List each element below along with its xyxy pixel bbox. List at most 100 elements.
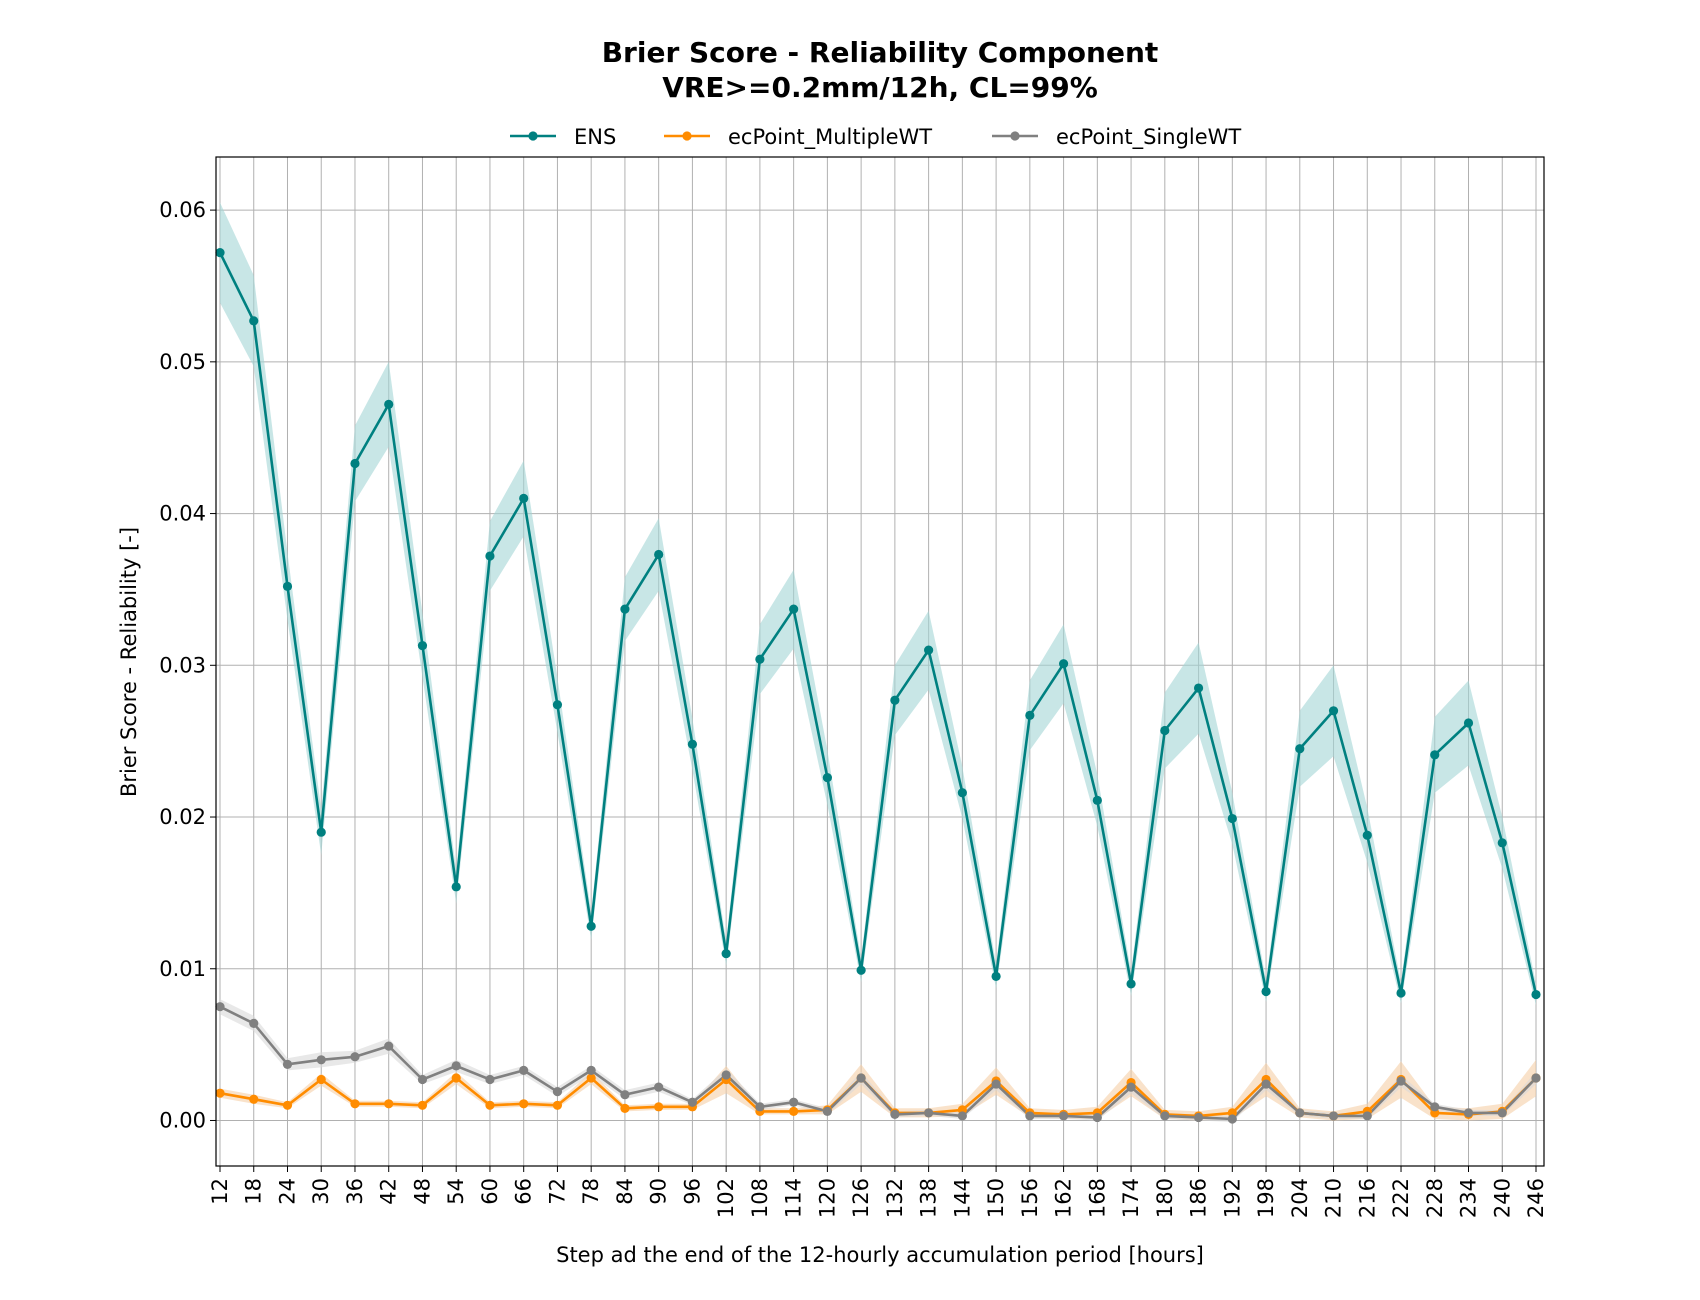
ecpoint-multiplewt-point	[485, 1100, 495, 1110]
ens-point	[721, 948, 731, 959]
x-tick-label: 186	[1187, 1178, 1211, 1218]
ecpoint-singlewt-point	[215, 1002, 225, 1012]
ecpoint-singlewt-point	[1160, 1111, 1170, 1121]
ens-point	[890, 695, 900, 705]
y-tick-label: 0.01	[159, 957, 206, 981]
ecpoint-multiplewt-point	[789, 1106, 799, 1116]
ens-point	[620, 604, 630, 614]
ecpoint-singlewt-point	[282, 1059, 293, 1069]
x-tick-label: 48	[410, 1178, 434, 1205]
legend-marker-ecpoint-singlewt	[1010, 131, 1020, 141]
ecpoint-multiplewt-point	[586, 1073, 596, 1083]
x-tick-label: 162	[1052, 1178, 1076, 1218]
x-tick-label: 84	[613, 1178, 637, 1205]
x-tick-label: 168	[1085, 1178, 1109, 1218]
y-tick-label: 0.00	[159, 1108, 206, 1132]
x-tick-label: 228	[1423, 1178, 1447, 1218]
ecpoint-singlewt-point	[1126, 1082, 1136, 1092]
legend-marker-ecpoint-multiplewt	[682, 131, 692, 141]
ecpoint-singlewt-point	[755, 1102, 765, 1112]
ecpoint-singlewt-point	[687, 1097, 698, 1107]
x-tick-label: 222	[1389, 1178, 1413, 1218]
ens-point	[924, 645, 934, 655]
ecpoint-multiplewt-point	[215, 1088, 225, 1098]
ens-point	[417, 640, 428, 651]
ecpoint-singlewt-point	[1025, 1111, 1035, 1121]
ecpoint-multiplewt-point	[384, 1099, 394, 1109]
ens-point	[1126, 979, 1136, 989]
ecpoint-singlewt-point	[620, 1090, 630, 1100]
ecpoint-singlewt-point	[924, 1108, 934, 1118]
ens-point	[552, 700, 563, 710]
ecpoint-singlewt-point	[654, 1082, 664, 1092]
ens-line	[218, 252, 1538, 995]
legend-label-ecpoint-singlewt: ecPoint_SingleWT	[1056, 125, 1241, 150]
ens-point	[1362, 830, 1372, 840]
ens-point	[316, 827, 326, 837]
legend: ENS ecPoint_MultipleWT ecPoint_SingleWT	[510, 125, 1241, 150]
y-axis-ticks: 0.00 0.01 0.02 0.03 0.04 0.05 0.06	[159, 198, 216, 1132]
ecpoint-multiplewt-point	[417, 1100, 428, 1110]
ecpoint-singlewt-point	[991, 1079, 1001, 1089]
x-tick-label: 192	[1220, 1178, 1244, 1218]
legend-label-ecpoint-multiplewt: ecPoint_MultipleWT	[728, 125, 932, 150]
ens-point	[991, 971, 1001, 981]
chart-subtitle: VRE>=0.2mm/12h, CL=99%	[662, 71, 1098, 104]
x-axis-label: Step ad the end of the 12-hourly accumul…	[556, 1243, 1204, 1267]
x-tick-label: 90	[647, 1178, 671, 1205]
ens-point	[1160, 725, 1170, 736]
ecpoint-singlewt-point	[1463, 1108, 1474, 1118]
y-tick-label: 0.05	[159, 350, 206, 374]
x-tick-label: 42	[377, 1178, 401, 1205]
ens-point	[1227, 813, 1237, 824]
ecpoint-singlewt-point	[316, 1055, 326, 1065]
x-tick-label: 54	[444, 1178, 468, 1205]
x-tick-label: 24	[275, 1178, 299, 1205]
ens-point	[249, 316, 259, 326]
ecpoint-multiplewt-point	[519, 1099, 529, 1109]
x-tick-label: 174	[1119, 1178, 1143, 1218]
x-tick-label: 18	[242, 1178, 266, 1205]
ens-point	[1092, 795, 1102, 805]
x-tick-label: 60	[478, 1178, 502, 1205]
ens-point	[856, 965, 866, 975]
x-tick-label: 102	[714, 1178, 738, 1218]
ecpoint-singlewt-point	[1058, 1111, 1069, 1121]
x-tick-label: 234	[1457, 1178, 1481, 1218]
ecpoint-singlewt-point	[384, 1041, 394, 1051]
ecpoint-singlewt-point	[1396, 1076, 1406, 1086]
ecpoint-singlewt-point	[1328, 1111, 1339, 1121]
ecpoint-singlewt-point	[1362, 1111, 1372, 1121]
ens-point	[1396, 988, 1406, 998]
ens-point	[687, 739, 698, 749]
ens-point	[1531, 989, 1541, 1000]
ens-point	[822, 772, 832, 783]
ecpoint-singlewt-point	[856, 1073, 866, 1083]
x-tick-label: 120	[815, 1178, 839, 1218]
ecpoint-singlewt-point	[1193, 1112, 1204, 1123]
legend-label-ens: ENS	[574, 125, 616, 149]
ecpoint-singlewt-point	[1531, 1073, 1541, 1083]
x-tick-label: 132	[883, 1178, 907, 1218]
ecpoint-singlewt-point	[350, 1052, 360, 1062]
x-tick-label: 246	[1524, 1178, 1548, 1218]
x-tick-label: 12	[208, 1178, 232, 1205]
chart-title: Brier Score - Reliability Component	[602, 36, 1159, 69]
ecpoint-singlewt-point	[586, 1065, 596, 1076]
x-tick-label: 66	[512, 1178, 536, 1205]
x-tick-label: 36	[343, 1178, 367, 1205]
x-tick-label: 216	[1355, 1178, 1379, 1218]
ecpoint-multiplewt-point	[350, 1099, 360, 1109]
y-tick-label: 0.03	[159, 653, 206, 677]
ens-point	[451, 882, 461, 892]
x-tick-label: 78	[579, 1178, 603, 1205]
ens-point	[789, 604, 799, 614]
ecpoint-singlewt-point	[789, 1097, 799, 1107]
ecpoint-singlewt-point	[957, 1111, 967, 1121]
legend-marker-ens	[528, 131, 538, 141]
ecpoint-singlewt-point	[249, 1018, 259, 1028]
x-tick-label: 96	[680, 1178, 704, 1205]
ecpoint-multiplewt-point	[282, 1100, 293, 1110]
series-points	[215, 247, 1541, 1124]
